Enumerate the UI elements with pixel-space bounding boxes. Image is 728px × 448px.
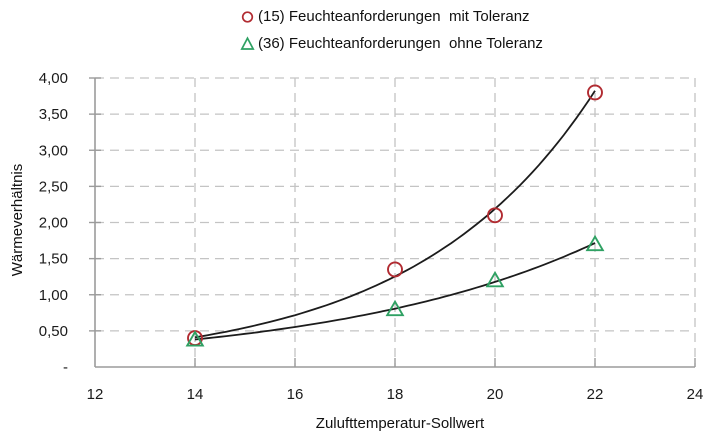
y-tick-label: 4,00: [39, 70, 68, 87]
legend-item-ohne-toleranz: (36) Feuchteanforderungen ohne Toleranz: [240, 33, 543, 53]
y-tick-label: 3,50: [39, 106, 68, 123]
legend-label-ohne-toleranz: (36) Feuchteanforderungen ohne Toleranz: [258, 34, 543, 52]
x-tick-label: 12: [87, 386, 104, 403]
axes: [94, 78, 695, 368]
data-point-triangle: [485, 270, 505, 288]
data-point-triangle: [385, 299, 405, 317]
legend-item-mit-toleranz: (15) Feuchteanforderungen mit Toleranz: [240, 6, 543, 26]
y-tick-label: 2,00: [39, 215, 68, 232]
data-point-circle: [587, 84, 603, 101]
x-tick-label: 18: [387, 386, 404, 403]
y-axis-title: Wärmeverhältnis: [9, 163, 26, 277]
triangle-marker-icon: [240, 35, 255, 50]
circle-marker-icon: [241, 10, 254, 23]
y-tick-label: 2,50: [39, 178, 68, 195]
y-tick-label: 1,50: [39, 251, 68, 268]
data-point-markers: [185, 84, 605, 347]
data-point-triangle: [585, 234, 605, 252]
x-tick-label: 24: [687, 386, 704, 403]
legend-label-mit-toleranz: (15) Feuchteanforderungen mit Toleranz: [258, 7, 530, 25]
y-tick-label: 0,50: [39, 323, 68, 340]
tick-labels: 12 14 16 18 20 22 24 - 0,50 1,00 1,50 2,00 2,50 3,00 3…: [39, 70, 704, 403]
x-tick-label: 22: [587, 386, 604, 403]
gridlines: [95, 77, 696, 367]
data-point-circle: [387, 261, 403, 278]
x-axis-title: Zulufttemperatur-Sollwert: [315, 415, 485, 432]
legend: (15) Feuchteanforderungen mit Toleranz (…: [240, 6, 543, 53]
x-tick-label: 16: [287, 386, 304, 403]
y-tick-label: 3,00: [39, 142, 68, 159]
x-tick-label: 14: [187, 386, 204, 403]
y-tick-label: -: [63, 359, 68, 376]
data-point-triangle: [185, 330, 205, 347]
axis-ticks: [89, 77, 696, 367]
trend-line: [194, 242, 596, 341]
y-tick-label: 1,00: [39, 287, 68, 304]
x-tick-label: 20: [487, 386, 504, 403]
data-point-circle: [487, 207, 503, 224]
